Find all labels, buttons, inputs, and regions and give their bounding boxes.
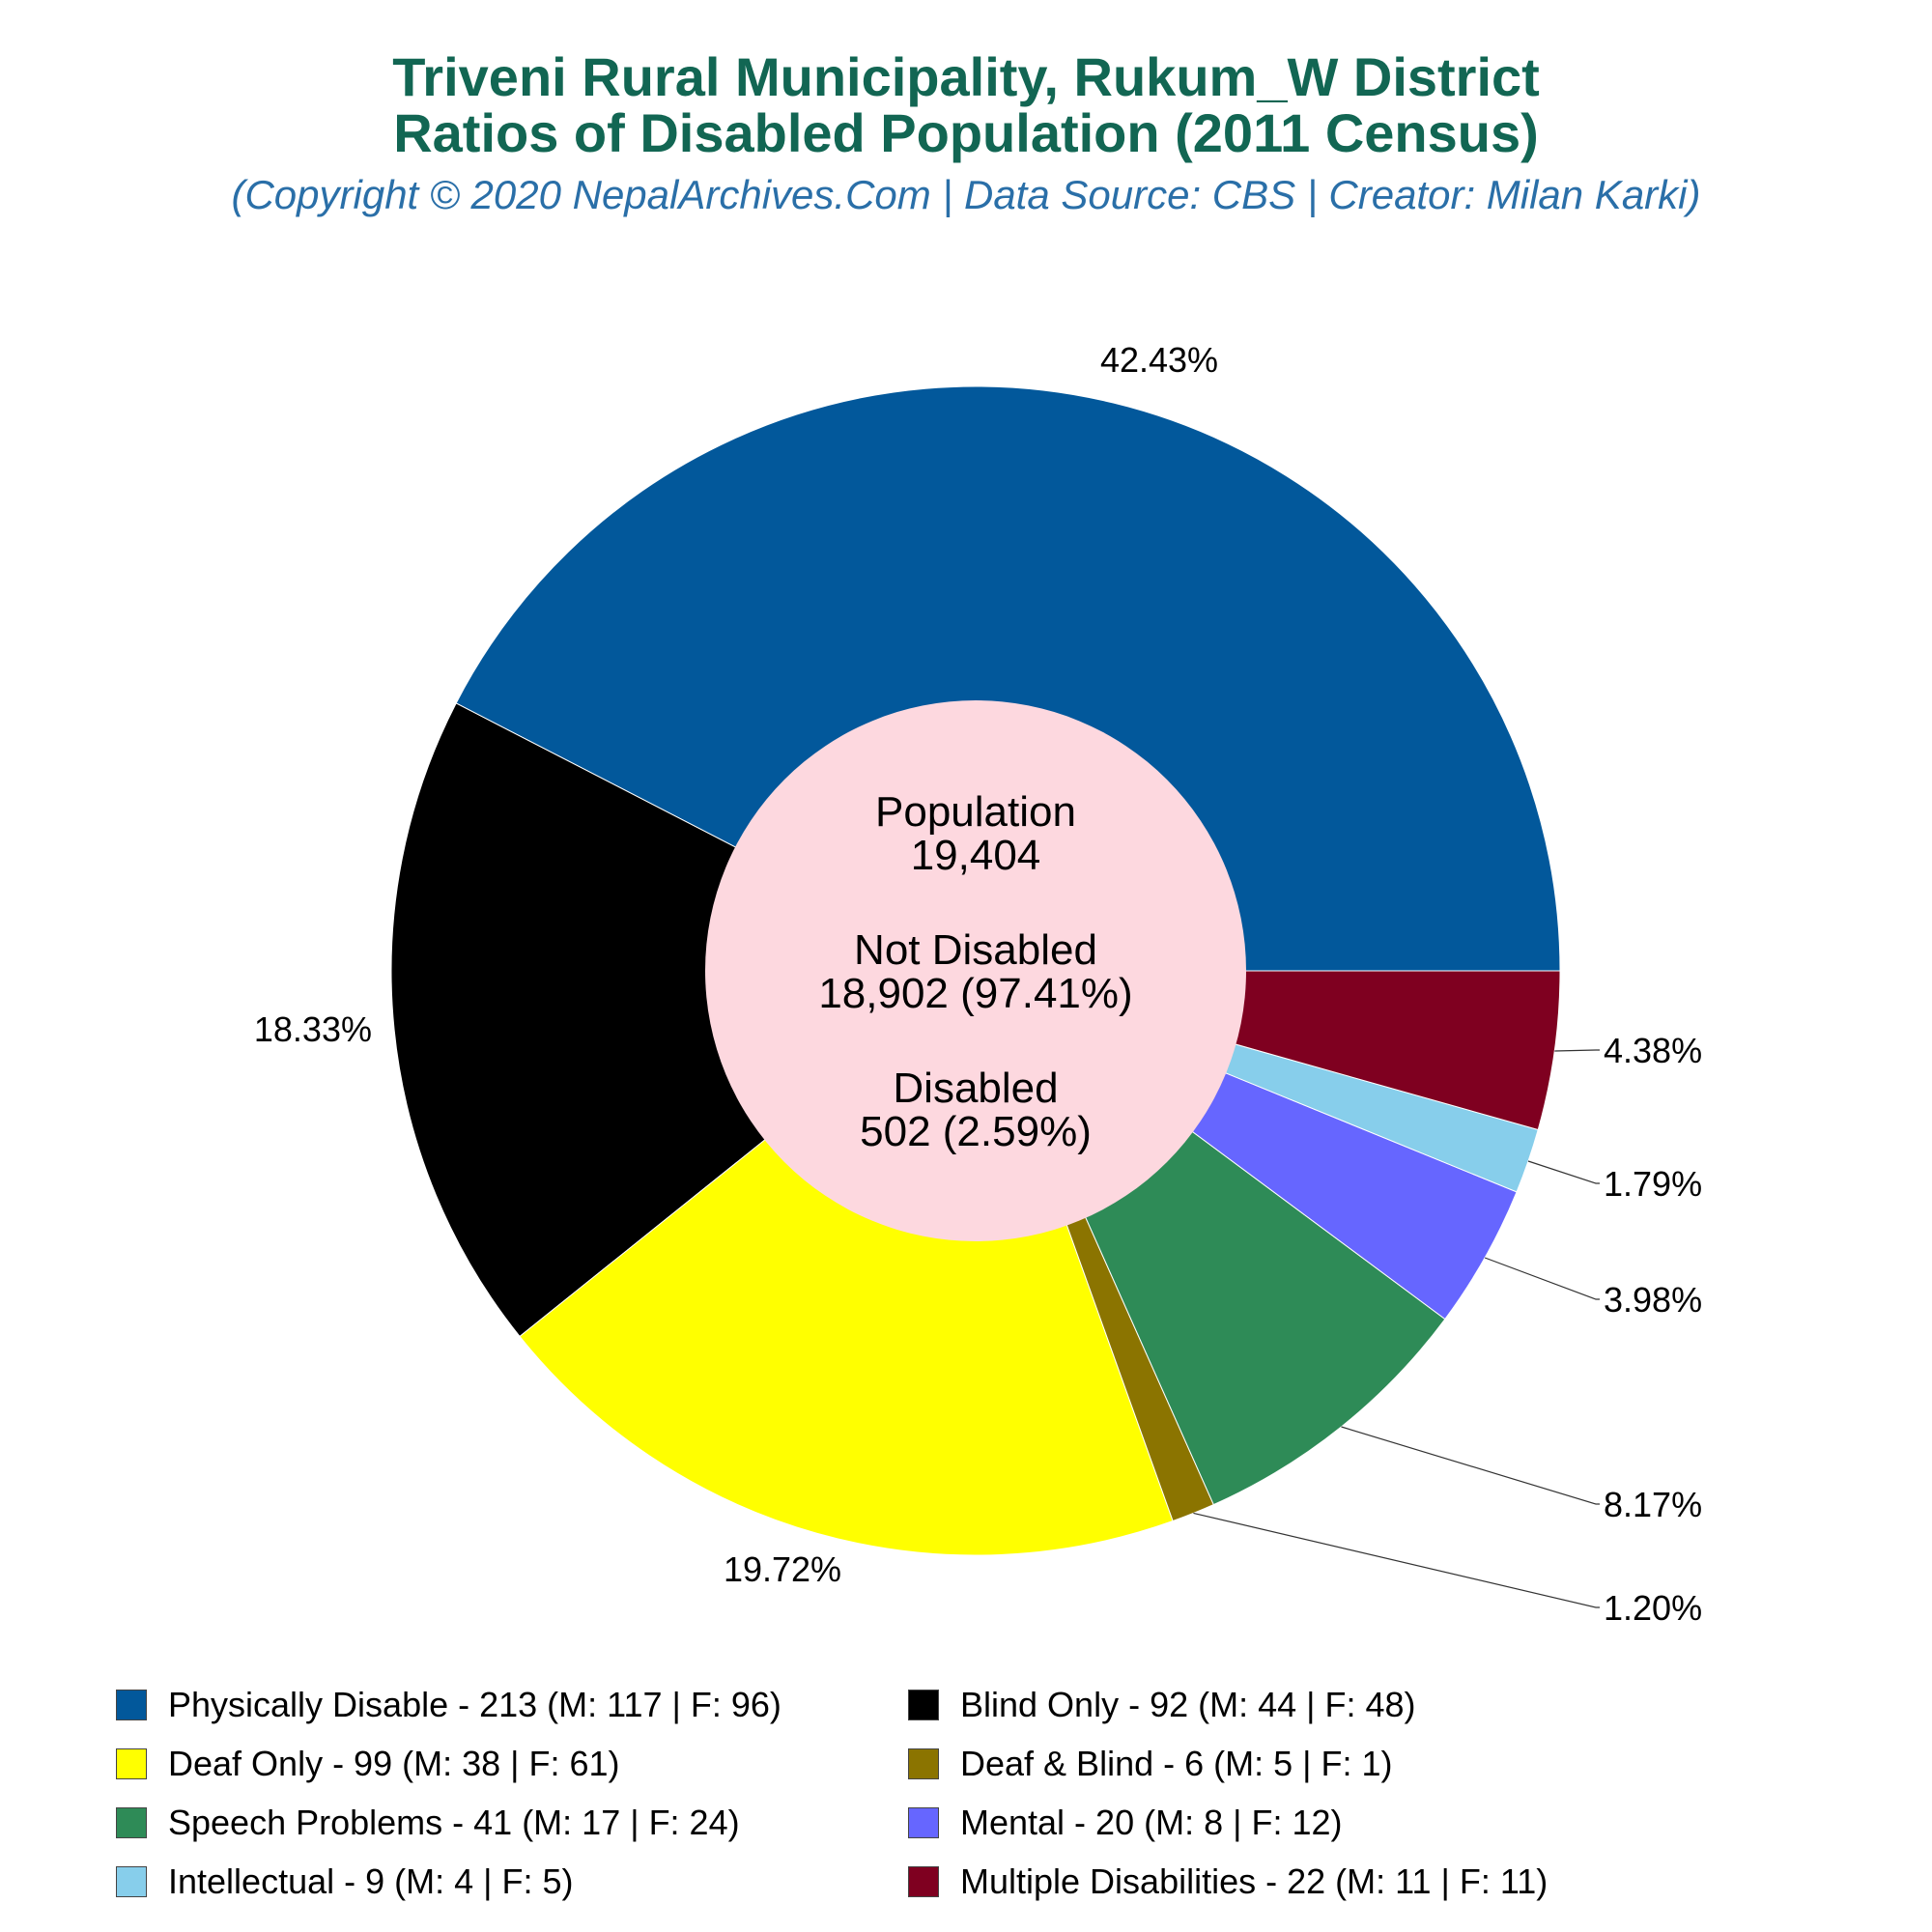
legend-swatch — [908, 1690, 939, 1720]
legend-swatch — [908, 1807, 939, 1838]
percent-label-speech-problems: 8.17% — [1604, 1485, 1702, 1524]
legend-item-physically-disable: Physically Disable - 213 (M: 117 | F: 96… — [116, 1676, 781, 1734]
legend-swatch — [116, 1748, 147, 1779]
leader-line — [1527, 1160, 1600, 1184]
legend-swatch — [116, 1807, 147, 1838]
legend-item-deaf-only: Deaf Only - 99 (M: 38 | F: 61) — [116, 1735, 620, 1793]
chart-title-line-1: Triveni Rural Municipality, Rukum_W Dist… — [392, 46, 1540, 107]
percent-label-mental: 3.98% — [1604, 1280, 1702, 1320]
legend-label: Deaf & Blind - 6 (M: 5 | F: 1) — [960, 1744, 1393, 1783]
leader-line — [1554, 1049, 1600, 1052]
leader-lines — [1193, 1049, 1600, 1608]
center-not-disabled-label: Not Disabled — [854, 926, 1097, 974]
legend-swatch — [908, 1748, 939, 1779]
percent-label-blind-only: 18.33% — [254, 1009, 372, 1049]
legend-label: Intellectual - 9 (M: 4 | F: 5) — [168, 1861, 574, 1901]
legend-swatch — [116, 1866, 147, 1897]
legend-swatch — [908, 1866, 939, 1897]
center-population-value: 19,404 — [911, 832, 1041, 879]
legend-label: Multiple Disabilities - 22 (M: 11 | F: 1… — [960, 1861, 1548, 1901]
pie-slice-physically-disable — [455, 385, 1561, 972]
center-disabled-value: 502 (2.59%) — [860, 1108, 1092, 1155]
percent-label-deaf-and-blind: 1.20% — [1604, 1588, 1702, 1628]
legend-label: Mental - 20 (M: 8 | F: 12) — [960, 1803, 1343, 1842]
legend-item-blind-only: Blind Only - 92 (M: 44 | F: 48) — [908, 1676, 1416, 1734]
center-circle — [705, 700, 1246, 1241]
center-disabled-label: Disabled — [893, 1065, 1058, 1112]
chart-title-line-2: Ratios of Disabled Population (2011 Cens… — [393, 102, 1539, 163]
percent-label-multiple-disabilities: 4.38% — [1604, 1031, 1702, 1070]
leader-line — [1341, 1426, 1600, 1505]
legend-swatch — [116, 1690, 147, 1720]
legend-label: Physically Disable - 213 (M: 117 | F: 96… — [168, 1685, 781, 1724]
percent-label-physically-disable: 42.43% — [1100, 340, 1218, 380]
percent-label-intellectual: 1.79% — [1604, 1164, 1702, 1204]
pie-slice-blind-only — [390, 702, 977, 1338]
center-not-disabled-value: 18,902 (97.41%) — [818, 970, 1132, 1017]
donut-chart: 42.43% 18.33% 19.72% 1.20% 8.17% 3.98% 1.79% 4.… — [254, 340, 1702, 1628]
percent-labels: 42.43% 18.33% 19.72% 1.20% 8.17% 3.98% 1.79% 4.… — [254, 340, 1702, 1628]
legend-item-mental: Mental - 20 (M: 8 | F: 12) — [908, 1794, 1342, 1852]
percent-label-deaf-only: 19.72% — [724, 1549, 841, 1589]
legend-label: Blind Only - 92 (M: 44 | F: 48) — [960, 1685, 1416, 1724]
leader-line — [1484, 1257, 1600, 1300]
center-population-label: Population — [875, 788, 1076, 836]
chart-subtitle: (Copyright © 2020 NepalArchives.Com | Da… — [231, 172, 1701, 217]
legend-item-speech-problems: Speech Problems - 41 (M: 17 | F: 24) — [116, 1794, 740, 1852]
legend-item-multiple-disabilities: Multiple Disabilities - 22 (M: 11 | F: 1… — [908, 1853, 1548, 1911]
legend-label: Speech Problems - 41 (M: 17 | F: 24) — [168, 1803, 740, 1842]
legend-item-intellectual: Intellectual - 9 (M: 4 | F: 5) — [116, 1853, 573, 1911]
legend-label: Deaf Only - 99 (M: 38 | F: 61) — [168, 1744, 620, 1783]
legend-item-deaf-and-blind: Deaf & Blind - 6 (M: 5 | F: 1) — [908, 1735, 1393, 1793]
leader-line — [1193, 1512, 1600, 1608]
